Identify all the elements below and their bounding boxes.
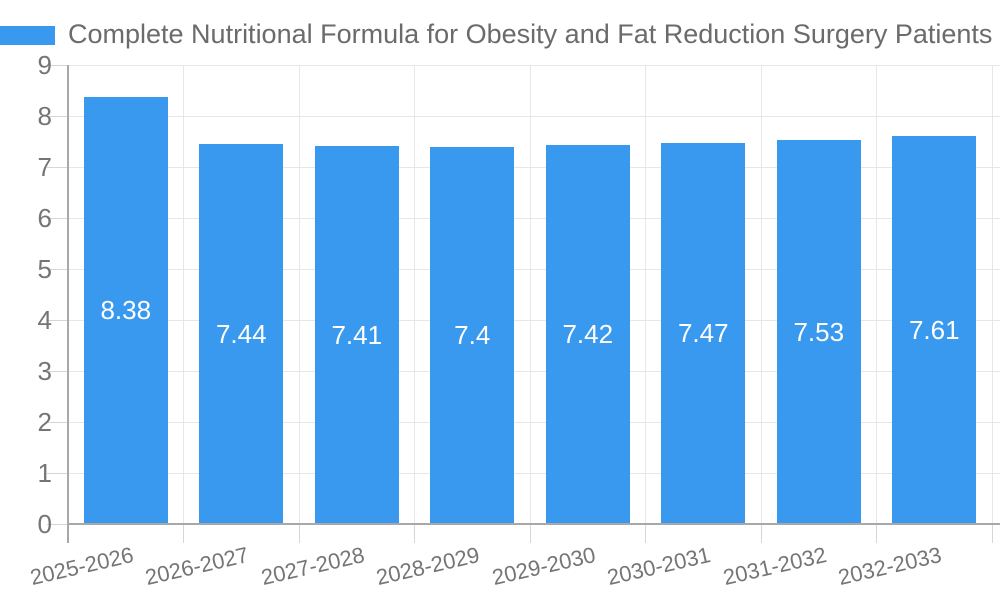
v-gridline bbox=[414, 65, 415, 524]
h-gridline bbox=[68, 115, 1000, 117]
bar-value-label: 7.42 bbox=[562, 319, 614, 350]
y-axis-tick bbox=[47, 217, 68, 219]
x-axis-label: 2025-2026 bbox=[27, 542, 136, 591]
y-axis-label: 2 bbox=[37, 406, 52, 437]
x-axis-tick bbox=[760, 523, 762, 543]
y-axis-tick bbox=[47, 319, 68, 321]
x-axis-line bbox=[66, 522, 1000, 525]
bar-2025-2026[interactable] bbox=[83, 96, 168, 524]
y-axis-label: 1 bbox=[37, 457, 52, 488]
bar-value-label: 7.53 bbox=[793, 316, 845, 347]
x-axis-tick bbox=[991, 523, 993, 543]
x-axis-tick bbox=[298, 523, 300, 543]
x-axis-label: 2027-2028 bbox=[258, 542, 367, 591]
y-axis-tick bbox=[47, 472, 68, 474]
bar-2027-2028[interactable] bbox=[314, 146, 399, 524]
y-axis-label: 7 bbox=[37, 151, 52, 182]
v-gridline bbox=[529, 65, 531, 524]
v-gridline bbox=[760, 65, 762, 524]
h-gridline bbox=[68, 65, 1000, 66]
x-axis-tick bbox=[529, 523, 531, 543]
x-axis-label: 2029-2030 bbox=[489, 542, 598, 591]
bar-2030-2031[interactable] bbox=[661, 142, 746, 524]
x-axis-tick bbox=[645, 523, 646, 543]
h-gridline bbox=[68, 421, 1000, 423]
x-axis-label: 2032-2033 bbox=[835, 542, 944, 591]
y-axis-tick bbox=[47, 65, 68, 66]
legend-series-label[interactable]: Complete Nutritional Formula for Obesity… bbox=[68, 19, 1000, 49]
y-axis-tick bbox=[47, 370, 68, 372]
y-axis-label: 0 bbox=[37, 508, 52, 539]
y-axis-tick bbox=[47, 166, 68, 168]
bar-2032-2033[interactable] bbox=[892, 135, 977, 524]
y-axis-tick bbox=[47, 268, 68, 270]
x-axis-label: 2030-2031 bbox=[604, 542, 713, 591]
h-gridline bbox=[68, 370, 1000, 372]
bar-value-label: 7.41 bbox=[331, 319, 383, 350]
y-axis-label: 6 bbox=[37, 202, 52, 233]
x-axis-tick bbox=[876, 523, 877, 543]
x-axis-label: 2028-2029 bbox=[373, 542, 482, 591]
y-axis-label: 8 bbox=[37, 100, 52, 131]
bar-value-label: 7.47 bbox=[677, 318, 729, 349]
x-axis-label: 2026-2027 bbox=[142, 542, 251, 591]
y-axis-tick bbox=[47, 523, 68, 525]
h-gridline bbox=[68, 319, 1000, 321]
y-axis-label: 5 bbox=[37, 253, 52, 284]
y-axis-tick bbox=[47, 421, 68, 423]
y-axis-label: 3 bbox=[37, 355, 52, 386]
h-gridline bbox=[68, 166, 1000, 168]
h-gridline bbox=[68, 217, 1000, 219]
y-axis-tick bbox=[47, 115, 68, 117]
bar-value-label: 7.44 bbox=[215, 318, 267, 349]
x-axis-label: 2031-2032 bbox=[720, 542, 829, 591]
v-gridline bbox=[991, 65, 993, 524]
y-axis-line bbox=[66, 65, 69, 543]
x-axis-tick bbox=[183, 523, 184, 543]
bar-2028-2029[interactable] bbox=[430, 146, 515, 524]
v-gridline bbox=[183, 65, 184, 524]
bar-2031-2032[interactable] bbox=[776, 139, 861, 524]
h-gridline bbox=[68, 472, 1000, 474]
bar-value-label: 7.61 bbox=[908, 314, 960, 345]
x-axis-tick bbox=[414, 523, 415, 543]
bar-2026-2027[interactable] bbox=[199, 144, 284, 524]
legend-swatch[interactable] bbox=[0, 26, 55, 45]
v-gridline bbox=[876, 65, 877, 524]
v-gridline bbox=[298, 65, 300, 524]
bar-2029-2030[interactable] bbox=[545, 145, 630, 524]
v-gridline bbox=[645, 65, 646, 524]
y-axis-label: 9 bbox=[37, 50, 52, 80]
h-gridline bbox=[68, 268, 1000, 270]
bar-value-label: 8.38 bbox=[100, 295, 152, 326]
y-axis-label: 4 bbox=[37, 304, 52, 335]
bar-value-label: 7.4 bbox=[454, 320, 491, 350]
